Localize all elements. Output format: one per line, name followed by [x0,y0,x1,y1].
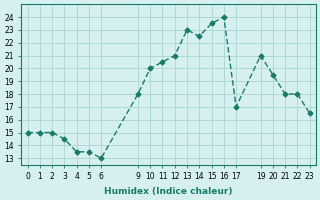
X-axis label: Humidex (Indice chaleur): Humidex (Indice chaleur) [104,187,233,196]
